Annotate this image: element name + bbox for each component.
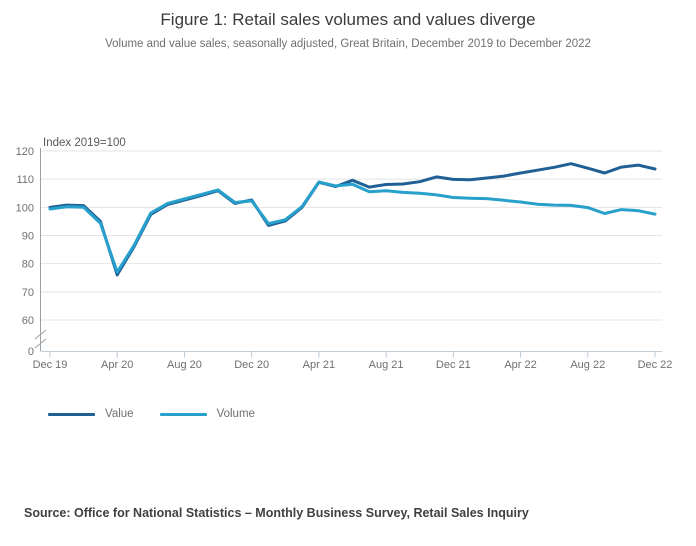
x-axis-tick-label: Apr 21 <box>303 359 335 371</box>
retail-sales-line-chart: 0 60 70 80 90 100 110 120 Dec 19 Apr 20 Aug 20 Dec … <box>16 137 673 371</box>
x-axis-tick-label: Dec 20 <box>234 359 269 371</box>
y-axis-tick-label: 60 <box>22 315 34 327</box>
x-axis-tick-label: Dec 19 <box>33 359 68 371</box>
y-axis-tick-label: 110 <box>16 174 34 186</box>
value-line-swatch <box>48 412 95 416</box>
chart-legend: Value Volume <box>48 408 255 420</box>
volume-line-swatch <box>159 412 207 416</box>
x-axis-tick-label: Dec 22 <box>638 359 673 371</box>
source-text: Source: Office for National Statistics –… <box>24 506 529 520</box>
line-chart: 0 60 70 80 90 100 110 120 Dec 19 Apr 20 Aug 20 Dec … <box>0 130 696 392</box>
x-axis-tick-label: Aug 22 <box>570 359 605 371</box>
legend-item-value[interactable]: Value <box>48 408 134 420</box>
y-axis-unit-label: Index 2019=100 <box>43 137 126 149</box>
y-axis-tick-label: 120 <box>16 146 34 158</box>
x-axis-tick-label: Aug 21 <box>369 359 404 371</box>
x-axis-tick-label: Aug 20 <box>167 359 202 371</box>
axis-break-icon <box>34 338 47 349</box>
x-axis-tick-label: Apr 20 <box>101 359 133 371</box>
chart-title: Figure 1: Retail sales volumes and value… <box>160 10 536 29</box>
x-axis-tick-label: Apr 22 <box>504 359 536 371</box>
y-axis-tick-label: 70 <box>22 287 34 299</box>
y-axis-tick-label: 80 <box>22 259 34 271</box>
y-axis-tick-label: 0 <box>28 346 34 358</box>
chart-subtitle: Volume and value sales, seasonally adjus… <box>105 38 591 50</box>
value-line <box>48 162 657 277</box>
x-axis-tick-label: Dec 21 <box>436 359 471 371</box>
legend-label-volume: Volume <box>216 408 255 420</box>
y-axis-tick-label: 100 <box>16 202 34 214</box>
volume-line <box>48 180 657 274</box>
legend-label-value: Value <box>105 408 134 420</box>
y-axis-tick-label: 90 <box>22 231 34 243</box>
legend-item-volume[interactable]: Volume <box>159 408 255 420</box>
axis-break-icon <box>34 329 47 340</box>
